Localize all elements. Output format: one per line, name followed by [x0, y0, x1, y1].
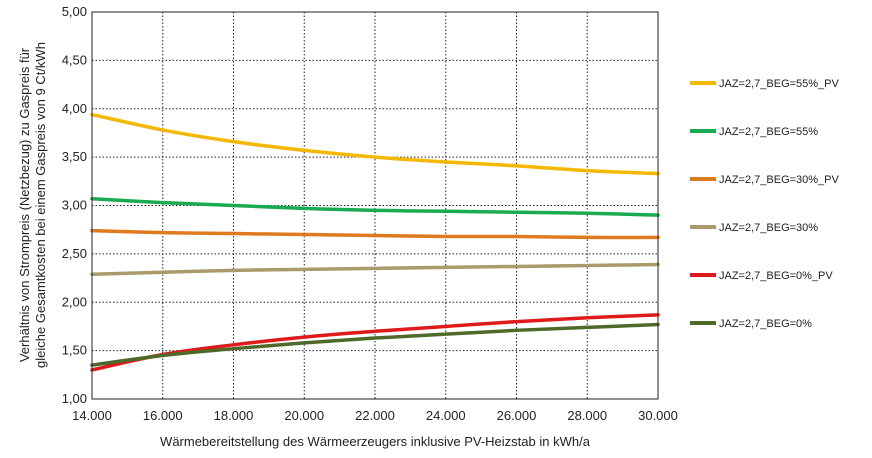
legend-label-6: JAZ=2,7_BEG=0% — [719, 318, 812, 330]
x-tick-label: 30.000 — [638, 408, 678, 423]
legend-label-1: JAZ=2,7_BEG=55%_PV — [719, 78, 840, 90]
x-tick-label: 26.000 — [497, 408, 537, 423]
plot-frame — [91, 11, 659, 400]
y-tick-labels: 1,00 1,50 2,00 2,50 3,00 3,50 4,00 4,50 5,00 — [62, 4, 87, 406]
series-lines — [90, 112, 660, 372]
series-line-3 — [90, 228, 660, 240]
x-tick-label: 20.000 — [284, 408, 324, 423]
legend-label-2: JAZ=2,7_BEG=55% — [719, 126, 818, 138]
x-tick-label: 14.000 — [72, 408, 112, 423]
y-axis-title-line1: Verhältnis von Strompreis (Netzbezug) zu… — [17, 47, 32, 362]
legend-label-4: JAZ=2,7_BEG=30% — [719, 222, 818, 234]
x-tick-labels: 14.000 16.000 18.000 20.000 22.000 24.000 26.0… — [72, 408, 678, 423]
legend-label-3: JAZ=2,7_BEG=30%_PV — [719, 174, 840, 186]
y-tick-label: 1,00 — [62, 391, 87, 406]
series-line-1 — [90, 112, 660, 176]
x-axis-title: Wärmebereitstellung des Wärmeerzeugers i… — [160, 434, 591, 449]
y-tick-label: 5,00 — [62, 4, 87, 19]
grid-lines — [91, 11, 659, 400]
y-tick-label: 2,00 — [62, 294, 87, 309]
legend: JAZ=2,7_BEG=55%_PV JAZ=2,7_BEG=55% JAZ=2,7… — [690, 78, 840, 330]
x-tick-label: 24.000 — [426, 408, 466, 423]
y-axis-title-line2: gleiche Gesamtkosten bei einem Gaspreis … — [33, 42, 48, 368]
legend-label-5: JAZ=2,7_BEG=0%_PV — [719, 270, 833, 282]
y-tick-label: 3,00 — [62, 198, 87, 213]
series-line-5 — [90, 313, 660, 372]
x-tick-label: 22.000 — [355, 408, 395, 423]
y-tick-label: 1,50 — [62, 343, 87, 358]
x-tick-label: 18.000 — [214, 408, 254, 423]
series-line-4 — [90, 262, 660, 276]
x-tick-label: 16.000 — [143, 408, 183, 423]
y-tick-label: 4,00 — [62, 101, 87, 116]
series-line-2 — [90, 196, 660, 217]
y-tick-label: 2,50 — [62, 246, 87, 261]
x-tick-label: 28.000 — [567, 408, 607, 423]
y-tick-label: 3,50 — [62, 149, 87, 164]
series-line-6 — [90, 322, 660, 367]
y-tick-label: 4,50 — [62, 52, 87, 67]
